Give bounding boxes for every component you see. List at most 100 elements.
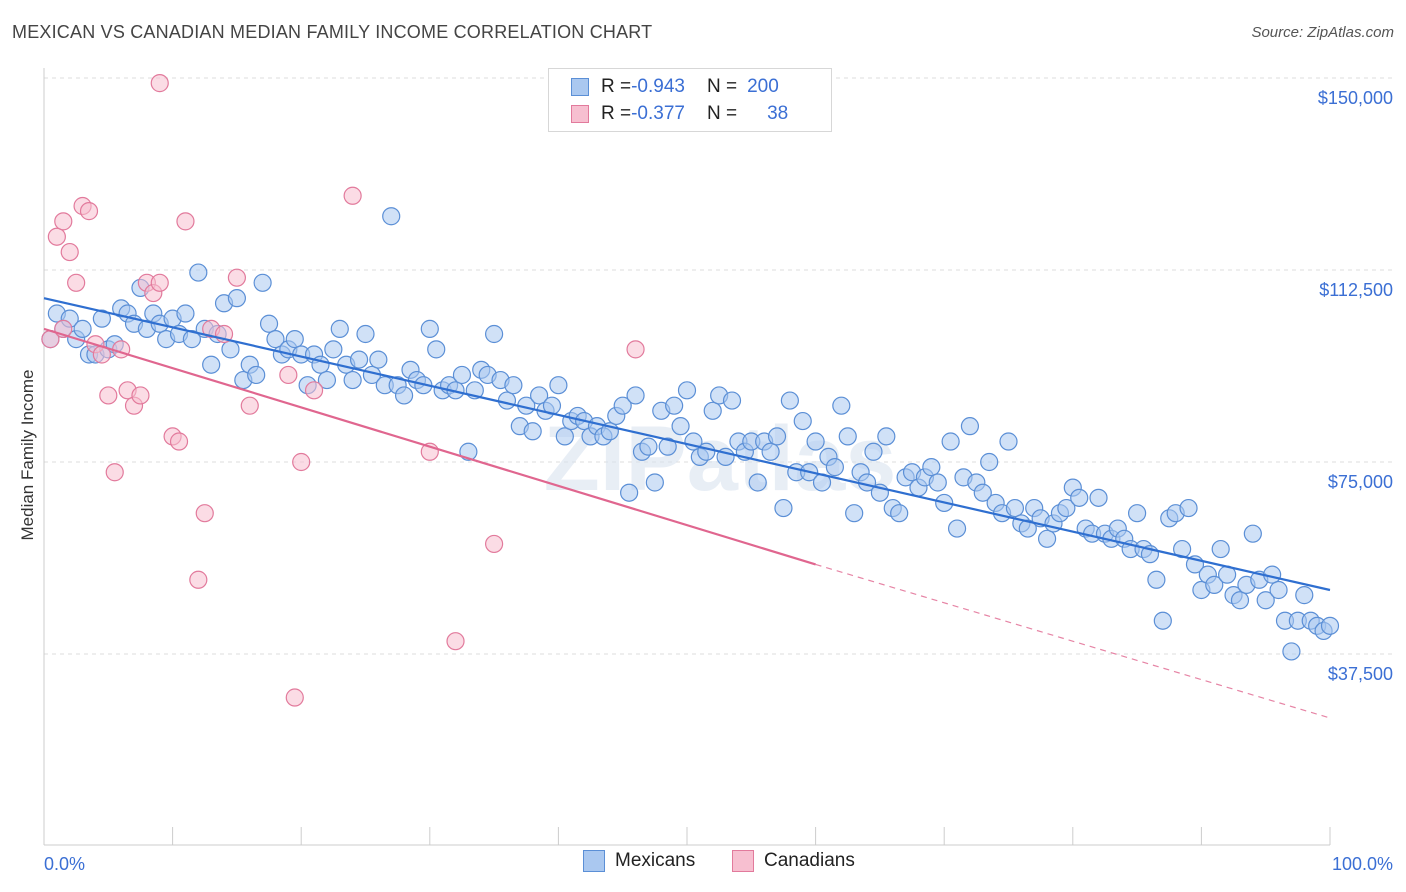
mexicans-point[interactable] [317,370,337,390]
canadians-point[interactable] [189,570,208,589]
mexicans-point[interactable] [1282,642,1301,661]
mexicans-point[interactable] [497,391,517,410]
mexicans-point[interactable] [530,386,549,405]
mexicans-point[interactable] [92,309,111,328]
mexicans-point[interactable] [1256,591,1275,610]
mexicans-point[interactable] [343,370,362,390]
mexicans-point[interactable] [806,432,825,451]
mexicans-point[interactable] [73,319,92,338]
mexicans-point[interactable] [504,376,523,395]
canadians-point[interactable] [343,186,362,205]
canadians-point[interactable] [304,381,324,400]
legend-item-canadians[interactable]: Canadians [732,850,855,872]
mexicans-point[interactable] [980,452,999,472]
mexicans-point[interactable] [793,411,812,431]
mexicans-point[interactable] [677,381,697,400]
mexicans-point[interactable] [227,289,246,308]
mexicans-point[interactable] [1230,591,1250,610]
mexicans-point[interactable] [1179,498,1198,518]
mexicans-point[interactable] [671,417,690,436]
mexicans-point[interactable] [427,340,446,359]
mexicans-point[interactable] [658,437,677,456]
mexicans-point[interactable] [665,396,684,415]
mexicans-point[interactable] [1320,616,1340,635]
mexicans-point[interactable] [999,432,1018,451]
mexicans-point[interactable] [1037,529,1057,548]
mexicans-point[interactable] [947,519,967,538]
legend-item-mexicans[interactable]: Mexicans [583,850,695,872]
mexicans-point[interactable] [420,319,439,338]
mexicans-point[interactable] [825,458,844,477]
canadians-point[interactable] [47,227,66,246]
mexicans-point[interactable] [838,427,857,446]
mexicans-point[interactable] [1005,498,1025,518]
mexicans-point[interactable] [845,504,864,523]
mexicans-point[interactable] [1211,539,1230,559]
canadians-point[interactable] [446,632,465,651]
mexicans-point[interactable] [349,350,369,369]
mexicans-point[interactable] [369,350,388,369]
mexicans-point[interactable] [394,386,414,405]
mexicans-point[interactable] [555,427,574,446]
canadians-point[interactable] [240,396,259,415]
mexicans-point[interactable] [1295,586,1314,605]
canadians-point[interactable] [292,452,311,472]
canadians-point[interactable] [485,534,504,554]
canadians-point[interactable] [150,273,169,292]
canadians-point[interactable] [60,242,79,262]
mexicans-point[interactable] [890,504,909,523]
mexicans-point[interactable] [1127,504,1147,523]
canadians-point[interactable] [54,212,73,231]
canadians-point[interactable] [169,432,189,451]
canadians-point[interactable] [79,202,99,221]
mexicans-point[interactable] [266,330,285,349]
mexicans-point[interactable] [176,304,195,323]
mexicans-point[interactable] [1243,524,1262,543]
mexicans-point[interactable] [639,437,658,456]
canadians-point[interactable] [105,463,124,482]
mexicans-point[interactable] [722,391,742,410]
mexicans-point[interactable] [1089,488,1108,507]
mexicans-point[interactable] [221,340,240,359]
mexicans-point[interactable] [941,432,960,451]
mexicans-point[interactable] [626,386,645,405]
mexicans-point[interactable] [259,314,279,333]
mexicans-point[interactable] [1070,488,1089,507]
canadians-point[interactable] [227,268,246,287]
mexicans-point[interactable] [645,473,664,492]
mexicans-point[interactable] [202,355,221,374]
canadians-point[interactable] [176,212,195,231]
mexicans-point[interactable] [767,427,787,446]
mexicans-point[interactable] [697,442,716,461]
mexicans-point[interactable] [324,340,343,359]
mexicans-point[interactable] [748,473,767,492]
mexicans-point[interactable] [285,330,304,349]
mexicans-point[interactable] [382,207,401,226]
mexicans-point[interactable] [973,483,992,502]
mexicans-point[interactable] [330,319,349,338]
canadians-point[interactable] [195,504,214,523]
mexicans-point[interactable] [613,396,632,415]
mexicans-point[interactable] [253,273,272,292]
mexicans-point[interactable] [922,458,941,477]
mexicans-point[interactable] [1153,611,1172,630]
canadians-point[interactable] [99,386,118,405]
canadians-point[interactable] [626,340,645,359]
canadians-point[interactable] [67,273,86,292]
mexicans-point[interactable] [960,417,980,436]
mexicans-point[interactable] [928,473,947,492]
mexicans-point[interactable] [523,422,542,441]
mexicans-point[interactable] [189,263,208,282]
mexicans-point[interactable] [1057,498,1076,518]
mexicans-point[interactable] [703,401,722,420]
mexicans-point[interactable] [832,396,851,415]
mexicans-point[interactable] [485,324,504,344]
mexicans-point[interactable] [1147,570,1166,589]
canadians-point[interactable] [285,688,304,707]
canadians-point[interactable] [279,365,298,385]
mexicans-point[interactable] [864,442,883,461]
mexicans-point[interactable] [1018,519,1037,538]
mexicans-point[interactable] [620,483,639,502]
mexicans-point[interactable] [774,498,793,518]
canadians-point[interactable] [150,74,169,93]
